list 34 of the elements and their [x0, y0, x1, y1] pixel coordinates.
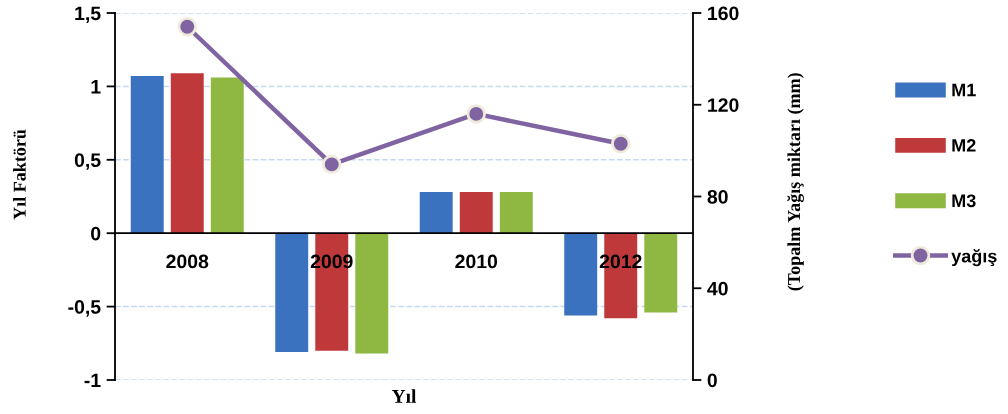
y2-axis-title: (Topalm Yağış miktarı (mm) — [787, 73, 804, 291]
legend-label: M3 — [952, 194, 976, 208]
y2-tick-label: 120 — [708, 98, 739, 112]
y2-tick-label: 160 — [708, 6, 739, 21]
legend-label: yağış — [951, 249, 997, 267]
legend-label: M2 — [952, 138, 976, 152]
point — [177, 17, 197, 37]
y2-tick-label: 80 — [707, 189, 728, 204]
bar — [275, 233, 309, 353]
y-axis-title: Yıl Faktörü — [13, 129, 26, 220]
bar — [355, 233, 389, 354]
y2-tick-label: 0 — [707, 373, 717, 388]
legend-label: M1 — [952, 83, 976, 97]
bar — [564, 233, 598, 316]
bar — [170, 73, 204, 234]
x-tick-label: 2010 — [455, 254, 498, 269]
y-tick-label: 1,5 — [75, 6, 101, 24]
bar — [130, 76, 164, 234]
bar — [210, 77, 244, 234]
point — [322, 154, 342, 175]
y-tick-label: 0 — [91, 226, 101, 241]
bar — [419, 192, 453, 234]
point — [611, 134, 631, 154]
bar — [499, 192, 533, 234]
point — [466, 104, 486, 124]
y-tick-label: -0,5 — [68, 300, 101, 317]
x-axis-title: Yıl — [391, 389, 417, 403]
y-tick-label: 0,5 — [74, 153, 101, 170]
y-tick-label: -1 — [84, 373, 101, 388]
y-tick-label: 1 — [91, 80, 101, 94]
bar — [644, 233, 678, 313]
bar — [459, 192, 493, 234]
y2-tick-label: 40 — [707, 281, 728, 296]
x-tick-label: 2008 — [166, 254, 209, 269]
